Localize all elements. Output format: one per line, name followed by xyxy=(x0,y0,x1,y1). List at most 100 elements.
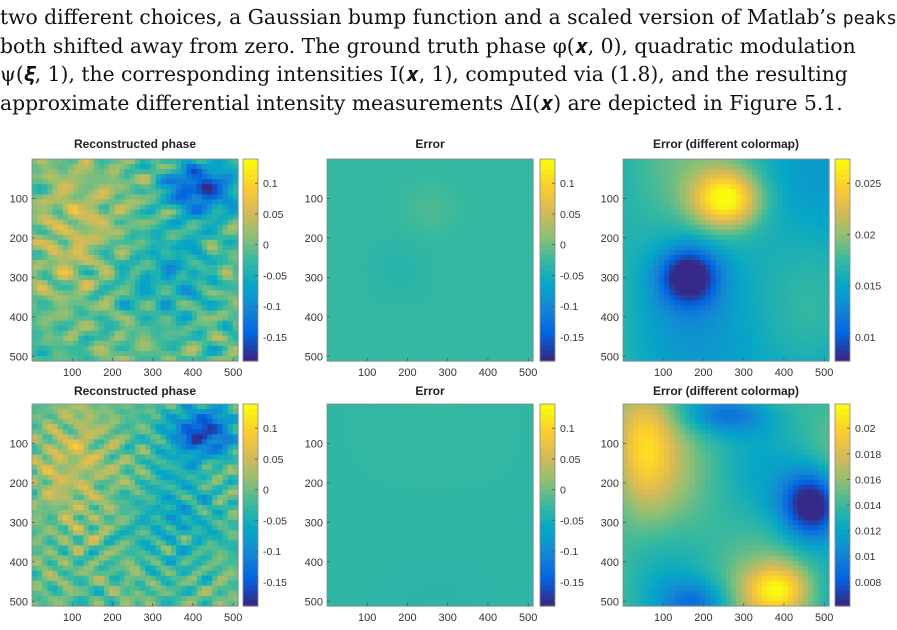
heatmap-cell xyxy=(165,209,172,216)
heatmap-cell xyxy=(176,204,182,211)
heatmap-cell xyxy=(373,305,380,312)
heatmap-cell xyxy=(227,179,234,185)
heatmap-cell xyxy=(32,310,38,317)
heatmap-cell xyxy=(669,260,676,266)
heatmap-cell xyxy=(409,345,416,352)
heatmap-cell xyxy=(818,164,825,170)
heatmap-cell xyxy=(674,315,681,322)
heatmap-cell xyxy=(37,189,43,195)
heatmap-cell xyxy=(808,290,815,296)
colorbar-cell xyxy=(243,335,258,342)
heatmap-cell xyxy=(191,229,198,236)
heatmap-cell xyxy=(623,320,629,327)
heatmap-cell xyxy=(150,310,157,317)
heatmap-cell xyxy=(352,224,359,231)
heatmap-cell xyxy=(363,340,369,347)
heatmap-cell xyxy=(674,275,681,281)
heatmap-cell xyxy=(440,164,447,170)
heatmap-cell xyxy=(327,219,333,226)
heatmap-cell xyxy=(623,270,629,276)
heatmap-cell xyxy=(659,305,665,312)
heatmap-cell xyxy=(373,290,380,296)
heatmap-cell xyxy=(746,229,753,236)
heatmap-cell xyxy=(135,290,141,296)
heatmap-cell xyxy=(383,305,390,312)
heatmap-cell xyxy=(466,345,472,352)
heatmap-cell xyxy=(135,239,141,246)
heatmap-cell xyxy=(628,224,634,231)
heatmap-cell xyxy=(196,290,203,296)
heatmap-cell xyxy=(756,174,763,180)
heatmap-cell xyxy=(751,260,758,266)
heatmap-cell xyxy=(404,179,410,185)
heatmap-cell xyxy=(155,345,162,352)
heatmap-cell xyxy=(347,325,354,332)
heatmap-cell xyxy=(327,275,333,281)
heatmap-cell xyxy=(342,179,349,185)
heatmap-cell xyxy=(772,244,779,251)
heatmap-cell xyxy=(527,254,534,261)
heatmap-cell xyxy=(731,315,737,322)
heatmap-cell xyxy=(638,340,645,347)
heatmap-cell xyxy=(633,355,640,362)
heatmap-cell xyxy=(798,189,804,195)
heatmap-cell xyxy=(409,305,416,312)
heatmap-cell xyxy=(762,244,768,251)
heatmap-cell xyxy=(140,234,146,241)
heatmap-cell xyxy=(104,194,110,200)
heatmap-cell xyxy=(502,275,508,281)
heatmap-cell xyxy=(378,169,385,175)
heatmap-cell xyxy=(352,315,359,322)
heatmap-cell xyxy=(445,340,452,347)
heatmap-cell xyxy=(78,270,85,276)
heatmap-cell xyxy=(695,290,701,296)
heatmap-cell xyxy=(481,224,488,231)
heatmap-cell xyxy=(363,214,369,221)
heatmap-cell xyxy=(517,300,524,307)
heatmap-cell xyxy=(196,194,203,200)
heatmap-cell xyxy=(700,305,706,312)
heatmap-cell xyxy=(813,350,820,357)
heatmap-cell xyxy=(342,174,349,180)
heatmap-cell xyxy=(648,224,655,231)
heatmap-cell xyxy=(653,315,660,322)
heatmap-cell xyxy=(171,310,177,317)
heatmap-cell xyxy=(496,199,503,206)
heatmap-cell xyxy=(777,209,784,216)
heatmap-cell xyxy=(700,204,706,211)
heatmap-cell xyxy=(648,270,655,276)
heatmap-cell xyxy=(337,194,344,200)
heatmap-cell xyxy=(486,280,493,286)
heatmap-cell xyxy=(460,254,467,261)
heatmap-cell xyxy=(165,305,172,312)
heatmap-cell xyxy=(191,265,198,271)
heatmap-cell xyxy=(679,355,686,362)
heatmap-cell xyxy=(669,305,676,312)
heatmap-cell xyxy=(710,224,717,231)
heatmap-cell xyxy=(176,350,182,357)
heatmap-cell xyxy=(98,275,105,281)
heatmap-cell xyxy=(466,285,472,291)
heatmap-cell xyxy=(803,285,809,291)
heatmap-cell xyxy=(119,355,126,362)
heatmap-cell xyxy=(165,239,172,246)
heatmap-cell xyxy=(47,300,54,307)
heatmap-cell xyxy=(368,234,374,241)
heatmap-cell xyxy=(466,350,472,357)
heatmap-cell xyxy=(119,209,126,216)
heatmap-cell xyxy=(496,260,503,266)
heatmap-cell xyxy=(160,330,167,337)
heatmap-cell xyxy=(62,310,69,317)
heatmap-cell xyxy=(512,325,519,332)
heatmap-cell xyxy=(623,214,629,221)
heatmap-cell xyxy=(507,265,513,271)
heatmap-cell xyxy=(227,239,234,246)
heatmap-cell xyxy=(129,189,136,195)
heatmap-cell xyxy=(496,340,503,347)
heatmap-cell xyxy=(135,214,141,221)
heatmap-cell xyxy=(181,254,188,261)
heatmap-cell xyxy=(409,285,416,291)
heatmap-cell xyxy=(222,159,229,165)
heatmap-cell xyxy=(736,189,743,195)
heatmap-cell xyxy=(751,290,758,296)
